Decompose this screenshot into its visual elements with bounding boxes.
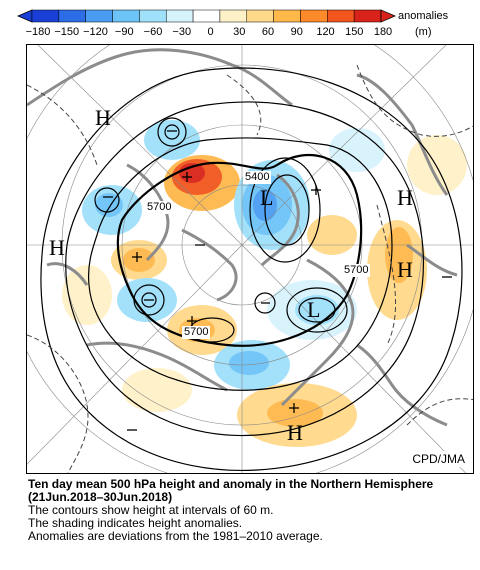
caption: Ten day mean 500 hPa height and anomaly …	[28, 478, 468, 543]
high-pressure-label: H	[287, 420, 303, 445]
credit-label: CPD/JMA	[410, 451, 467, 467]
caption-title: Ten day mean 500 hPa height and anomaly …	[28, 477, 434, 504]
colorbar-cell	[58, 9, 86, 23]
colorbar-cell	[219, 9, 248, 23]
colorbar-tick-label: 0	[207, 26, 214, 38]
colorbar-right-arrow	[380, 9, 397, 23]
colorbar-left-arrow	[16, 9, 33, 23]
plus-marker	[132, 252, 142, 262]
colorbar-title: anomalies	[398, 10, 449, 22]
colorbar-tick-label: 120	[316, 26, 335, 38]
colorbar-cell	[85, 9, 113, 23]
colorbar-cell	[246, 9, 274, 23]
plus-marker	[289, 403, 299, 413]
colorbar-tick-label: −30	[172, 26, 192, 38]
caption-line: The shading indicates height anomalies.	[28, 516, 243, 530]
colorbar-cell	[165, 9, 194, 23]
colorbar-cell	[192, 9, 221, 23]
contour-label: 5400	[243, 171, 272, 184]
colorbar-ticks: −180 −150 −120 −90 −60 −30 0 30 60 90 120 150 180	[0, 26, 480, 40]
contour-label: 5700	[182, 326, 211, 339]
colorbar-cell	[327, 9, 355, 23]
colorbar-tick-label: −60	[143, 26, 163, 38]
colorbar-cell	[139, 9, 167, 23]
colorbar-tick-label: 30	[233, 26, 246, 38]
colorbar-cell	[273, 9, 301, 23]
height-contours	[40, 67, 463, 472]
colorbar-tick-label: −180	[25, 26, 51, 38]
caption-line: The contours show height at intervals of…	[28, 503, 274, 517]
plus-marker	[187, 316, 197, 326]
colorbar-tick-label: −120	[83, 26, 108, 38]
colorbar-tick-label: 60	[261, 26, 275, 38]
high-pressure-label: H	[95, 105, 111, 130]
colorbar-tick-label: −150	[54, 26, 80, 38]
anomaly-colorbar: −180 −150 −120 −90 −60 −30 0 30 60 90 120 150 180 an…	[0, 0, 480, 42]
colorbar-cell	[353, 9, 382, 23]
plus-marker	[182, 172, 192, 182]
colorbar-cell	[31, 9, 60, 23]
map-graphic	[27, 45, 473, 473]
colorbar-cells	[31, 9, 382, 23]
colorbar-unit: (m)	[415, 26, 432, 38]
anomaly-dashed-contours	[27, 64, 473, 473]
low-pressure-label: L	[307, 297, 321, 322]
low-pressure-label: L	[260, 185, 274, 210]
colorbar-graphic	[16, 9, 397, 23]
caption-line: Anomalies are deviations from the 1981–2…	[28, 529, 323, 543]
colorbar-tick-label: 180	[373, 26, 393, 38]
high-pressure-label: H	[397, 185, 413, 210]
coastlines	[27, 48, 458, 427]
colorbar-tick-label: −90	[114, 26, 134, 38]
contour-label: 5700	[342, 264, 371, 277]
contour-label: 5700	[145, 201, 174, 214]
colorbar-tick-label: 150	[345, 26, 364, 38]
plus-marker	[311, 185, 321, 195]
high-pressure-label: H	[397, 257, 413, 282]
high-pressure-label: H	[49, 235, 65, 260]
colorbar-cell	[112, 9, 140, 23]
colorbar-cell	[300, 9, 328, 23]
polar-map: H H H H H L L 5400 5700 5700 5700 CPD/JM…	[26, 44, 474, 474]
colorbar-tick-label: 90	[290, 26, 303, 38]
